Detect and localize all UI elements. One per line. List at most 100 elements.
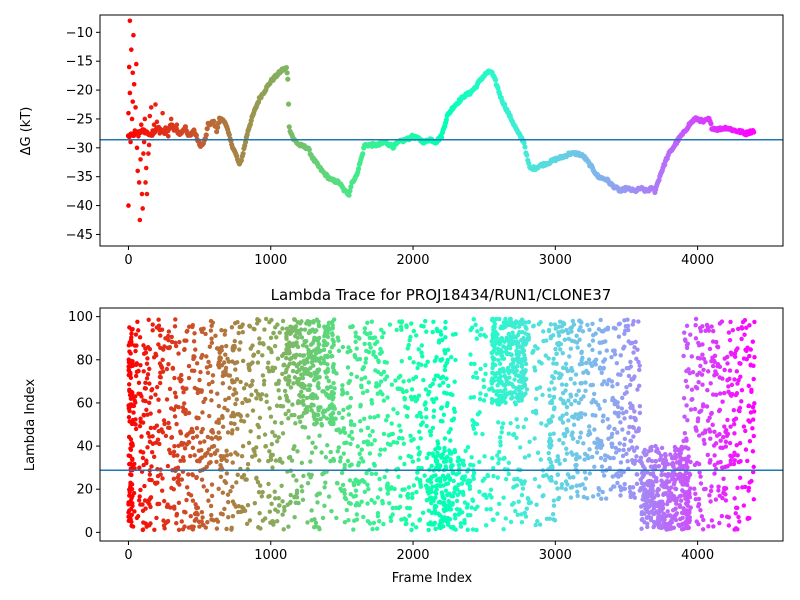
lambda-point xyxy=(192,511,198,517)
delta-g-point xyxy=(160,110,165,116)
lambda-point xyxy=(182,524,187,529)
delta-g-panel: 0 1000 2000 3000 4000 −45−40−35−30−25−20−15−… xyxy=(19,14,784,268)
lambda-point xyxy=(405,495,411,500)
lambda-point xyxy=(448,438,453,443)
lambda-point xyxy=(474,375,480,381)
lambda-point xyxy=(569,329,574,334)
lambda-point xyxy=(204,354,209,359)
lambda-point xyxy=(144,361,150,366)
lambda-point xyxy=(553,370,558,375)
lambda-point xyxy=(562,433,568,439)
delta-g-point xyxy=(142,116,148,122)
lambda-point xyxy=(357,451,362,456)
lambda-point xyxy=(654,479,659,484)
lambda-point xyxy=(481,384,487,389)
delta-g-point xyxy=(129,47,134,52)
lambda-point xyxy=(287,340,292,345)
lambda-point xyxy=(362,375,368,380)
lambda-point xyxy=(745,345,750,350)
lambda-point xyxy=(447,517,453,522)
lambda-point xyxy=(746,418,751,423)
lambda-point xyxy=(575,493,580,499)
lambda-point xyxy=(584,360,589,366)
lambda-point xyxy=(725,464,730,469)
lambda-point xyxy=(181,401,187,406)
lambda-point xyxy=(557,437,562,443)
delta-g-point xyxy=(166,133,171,139)
lambda-point xyxy=(734,391,740,396)
lambda-point xyxy=(475,504,480,509)
lambda-point xyxy=(722,390,727,396)
lambda-point xyxy=(639,526,644,531)
lambda-point xyxy=(352,353,357,358)
lambda-point xyxy=(711,524,716,529)
lambda-point xyxy=(568,376,573,382)
lambda-point xyxy=(389,421,394,426)
lambda-point xyxy=(209,340,215,345)
lambda-point xyxy=(688,459,693,465)
lambda-point xyxy=(585,322,590,328)
lambda-point xyxy=(342,430,348,435)
lambda-point xyxy=(247,518,253,523)
lambda-point xyxy=(514,435,519,441)
lambda-point xyxy=(497,316,502,322)
lambda-point xyxy=(411,436,416,442)
lambda-point xyxy=(497,337,503,342)
delta-g-point xyxy=(522,144,528,150)
lambda-point xyxy=(452,409,458,414)
lambda-point xyxy=(704,404,710,409)
lambda-axes-frame xyxy=(99,307,784,542)
lambda-point xyxy=(483,392,489,398)
lambda-point xyxy=(423,363,428,368)
lambda-point xyxy=(483,371,488,377)
lambda-point xyxy=(353,488,359,493)
lambda-point xyxy=(173,404,179,409)
lambda-point xyxy=(438,329,443,334)
lambda-point xyxy=(750,404,756,410)
lambda-point xyxy=(293,324,299,329)
lambda-point xyxy=(633,339,638,345)
lambda-point xyxy=(152,425,157,430)
lambda-point xyxy=(270,429,275,435)
lambda-point xyxy=(258,526,263,531)
lambda-point xyxy=(585,496,590,501)
delta-g-x-tick-label: 2000 xyxy=(396,253,429,268)
delta-g-point xyxy=(144,191,150,197)
lambda-point xyxy=(360,478,365,483)
lambda-point xyxy=(179,477,185,482)
lambda-point xyxy=(496,420,501,425)
lambda-point xyxy=(150,322,155,327)
lambda-point xyxy=(280,512,285,517)
lambda-point xyxy=(687,491,692,497)
lambda-point xyxy=(313,445,318,450)
lambda-point xyxy=(474,421,480,427)
lambda-point xyxy=(336,410,342,416)
lambda-point xyxy=(353,339,358,344)
lambda-point xyxy=(604,496,609,501)
lambda-point xyxy=(200,352,205,358)
lambda-point xyxy=(280,404,286,409)
lambda-point xyxy=(133,348,138,354)
lambda-point xyxy=(539,421,544,426)
lambda-point xyxy=(701,356,707,361)
lambda-point xyxy=(603,339,608,344)
lambda-point xyxy=(544,338,549,343)
lambda-point xyxy=(141,343,146,348)
lambda-point xyxy=(299,384,305,389)
lambda-point xyxy=(282,504,287,510)
lambda-point xyxy=(626,430,631,436)
lambda-point xyxy=(718,438,723,443)
lambda-point xyxy=(154,384,160,390)
lambda-point xyxy=(366,380,371,385)
lambda-point xyxy=(378,371,384,377)
lambda-point xyxy=(209,482,215,487)
delta-g-point xyxy=(147,113,153,119)
lambda-point xyxy=(392,486,397,492)
lambda-point xyxy=(506,471,511,477)
lambda-point xyxy=(296,500,301,506)
lambda-point xyxy=(165,463,171,469)
lambda-point xyxy=(523,514,529,519)
lambda-point xyxy=(673,486,679,492)
lambda-point xyxy=(348,422,354,427)
lambda-point xyxy=(628,341,633,346)
